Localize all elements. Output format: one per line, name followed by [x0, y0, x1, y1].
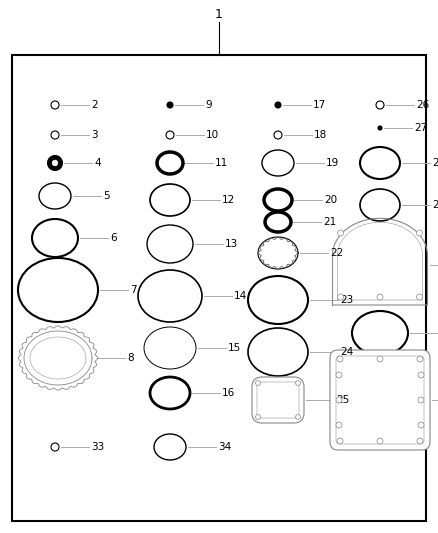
Text: 6: 6	[110, 233, 117, 243]
Ellipse shape	[167, 102, 173, 108]
Circle shape	[338, 294, 343, 300]
Ellipse shape	[360, 189, 400, 221]
Text: 8: 8	[127, 353, 134, 363]
Circle shape	[418, 397, 424, 403]
Circle shape	[255, 381, 261, 385]
Text: 12: 12	[222, 195, 235, 205]
Ellipse shape	[274, 131, 282, 139]
Circle shape	[417, 356, 423, 362]
Ellipse shape	[376, 101, 384, 109]
FancyBboxPatch shape	[252, 377, 304, 423]
Text: 21: 21	[323, 217, 336, 227]
FancyBboxPatch shape	[336, 356, 424, 444]
Ellipse shape	[18, 258, 98, 322]
Circle shape	[377, 294, 383, 300]
Text: 24: 24	[340, 347, 353, 357]
Circle shape	[336, 397, 342, 403]
Text: 29: 29	[432, 200, 438, 210]
Bar	[12, 55, 426, 521]
Circle shape	[255, 415, 261, 419]
FancyBboxPatch shape	[257, 382, 299, 418]
Text: 22: 22	[330, 248, 343, 258]
Circle shape	[336, 422, 342, 428]
Circle shape	[296, 415, 300, 419]
Circle shape	[417, 294, 423, 300]
Circle shape	[417, 230, 423, 236]
Text: 2: 2	[91, 100, 98, 110]
Text: 11: 11	[215, 158, 228, 168]
Ellipse shape	[352, 311, 408, 355]
Ellipse shape	[150, 377, 190, 409]
Circle shape	[417, 438, 423, 444]
Circle shape	[296, 381, 300, 385]
Circle shape	[418, 422, 424, 428]
Ellipse shape	[275, 102, 281, 108]
Text: 26: 26	[416, 100, 429, 110]
Text: 27: 27	[414, 123, 427, 133]
Circle shape	[377, 356, 383, 362]
Text: 33: 33	[91, 442, 104, 452]
Ellipse shape	[32, 219, 78, 257]
Text: 10: 10	[206, 130, 219, 140]
FancyBboxPatch shape	[330, 350, 430, 450]
Text: 19: 19	[326, 158, 339, 168]
Ellipse shape	[264, 189, 292, 211]
Ellipse shape	[150, 184, 190, 216]
Text: 34: 34	[218, 442, 231, 452]
Ellipse shape	[157, 152, 183, 174]
Text: 7: 7	[130, 285, 137, 295]
Text: 28: 28	[432, 158, 438, 168]
Circle shape	[337, 438, 343, 444]
Text: 14: 14	[234, 291, 247, 301]
Text: 20: 20	[324, 195, 337, 205]
Ellipse shape	[138, 270, 202, 322]
Text: 23: 23	[340, 295, 353, 305]
Ellipse shape	[144, 327, 196, 369]
Ellipse shape	[48, 156, 62, 170]
Ellipse shape	[166, 131, 174, 139]
Text: 1: 1	[215, 9, 223, 21]
Ellipse shape	[248, 328, 308, 376]
Text: 16: 16	[222, 388, 235, 398]
Text: 5: 5	[103, 191, 110, 201]
Text: 17: 17	[313, 100, 326, 110]
Ellipse shape	[262, 150, 294, 176]
Ellipse shape	[52, 160, 58, 166]
Circle shape	[337, 356, 343, 362]
Circle shape	[377, 438, 383, 444]
Ellipse shape	[51, 131, 59, 139]
Text: 4: 4	[94, 158, 101, 168]
Ellipse shape	[248, 276, 308, 324]
Text: 9: 9	[205, 100, 212, 110]
Text: 18: 18	[314, 130, 327, 140]
Ellipse shape	[154, 434, 186, 460]
Ellipse shape	[51, 101, 59, 109]
Text: 13: 13	[225, 239, 238, 249]
Circle shape	[418, 372, 424, 378]
Ellipse shape	[39, 183, 71, 209]
Ellipse shape	[265, 212, 291, 232]
Ellipse shape	[51, 443, 59, 451]
Text: 3: 3	[91, 130, 98, 140]
Ellipse shape	[360, 147, 400, 179]
Text: 25: 25	[336, 395, 349, 405]
Text: 15: 15	[228, 343, 241, 353]
Ellipse shape	[378, 126, 382, 130]
Circle shape	[338, 230, 343, 236]
Circle shape	[336, 372, 342, 378]
Ellipse shape	[147, 225, 193, 263]
